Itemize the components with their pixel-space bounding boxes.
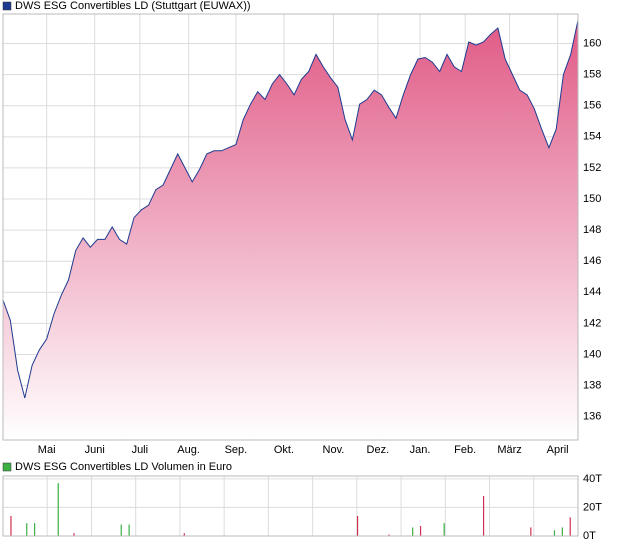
volume-bar (73, 533, 75, 536)
x-tick-label: Nov. (323, 444, 345, 456)
volume-bar (443, 523, 445, 536)
volume-bar (482, 496, 485, 536)
volume-bar (569, 517, 571, 536)
volume-bar (120, 524, 122, 536)
volume-bar (388, 534, 390, 536)
x-tick-label: Sep. (225, 444, 248, 456)
volume-bar (34, 523, 36, 536)
price-line (2, 20, 579, 399)
volume-bar (553, 530, 556, 536)
y-tick-label: 144 (583, 286, 601, 298)
plot-frame (2, 13, 579, 441)
volume-bar (530, 527, 532, 536)
y-tick-label: 136 (583, 411, 601, 423)
area-fill (3, 20, 578, 440)
y-tick-label: 160 (583, 37, 601, 49)
volume-bar (128, 524, 130, 536)
y-tick-label: 150 (583, 193, 601, 205)
volume-bar (26, 523, 28, 536)
x-tick-label: Dez. (367, 444, 390, 456)
volume-bar (412, 527, 414, 536)
y-tick-label: 0T (583, 530, 596, 542)
y-tick-label: 142 (583, 317, 601, 329)
volume-bar (356, 516, 359, 536)
legend-swatch (2, 462, 12, 472)
x-tick-label: Juli (132, 444, 149, 456)
y-tick-label: 152 (583, 162, 601, 174)
y-tick-label: 148 (583, 224, 601, 236)
volume-bar (419, 526, 422, 536)
x-tick-label: Feb. (454, 444, 476, 456)
x-tick-label: April (547, 444, 569, 456)
volume-bar (183, 533, 185, 536)
x-tick-label: Okt. (274, 444, 294, 456)
volume-bar (10, 516, 12, 536)
x-tick-label: Aug. (177, 444, 200, 456)
y-tick-label: 156 (583, 100, 601, 112)
x-tick-label: März (497, 444, 521, 456)
legend-label: DWS ESG Convertibles LD (Stuttgart (EUWA… (15, 0, 251, 12)
y-tick-label: 158 (583, 69, 601, 81)
plot-frame (2, 475, 579, 537)
y-tick-label: 140 (583, 348, 601, 360)
volume-bar (57, 483, 59, 536)
y-tick-label: 138 (583, 379, 601, 391)
y-tick-label: 20T (583, 501, 602, 513)
x-tick-label: Jan. (410, 444, 431, 456)
x-tick-label: Mai (38, 444, 56, 456)
volume-bar (561, 527, 563, 536)
x-tick-label: Juni (85, 444, 105, 456)
y-tick-label: 154 (583, 131, 601, 143)
legend-label: DWS ESG Convertibles LD Volumen in Euro (15, 461, 232, 473)
y-tick-label: 146 (583, 255, 601, 267)
legend-swatch (2, 1, 12, 11)
y-tick-label: 40T (583, 473, 602, 485)
